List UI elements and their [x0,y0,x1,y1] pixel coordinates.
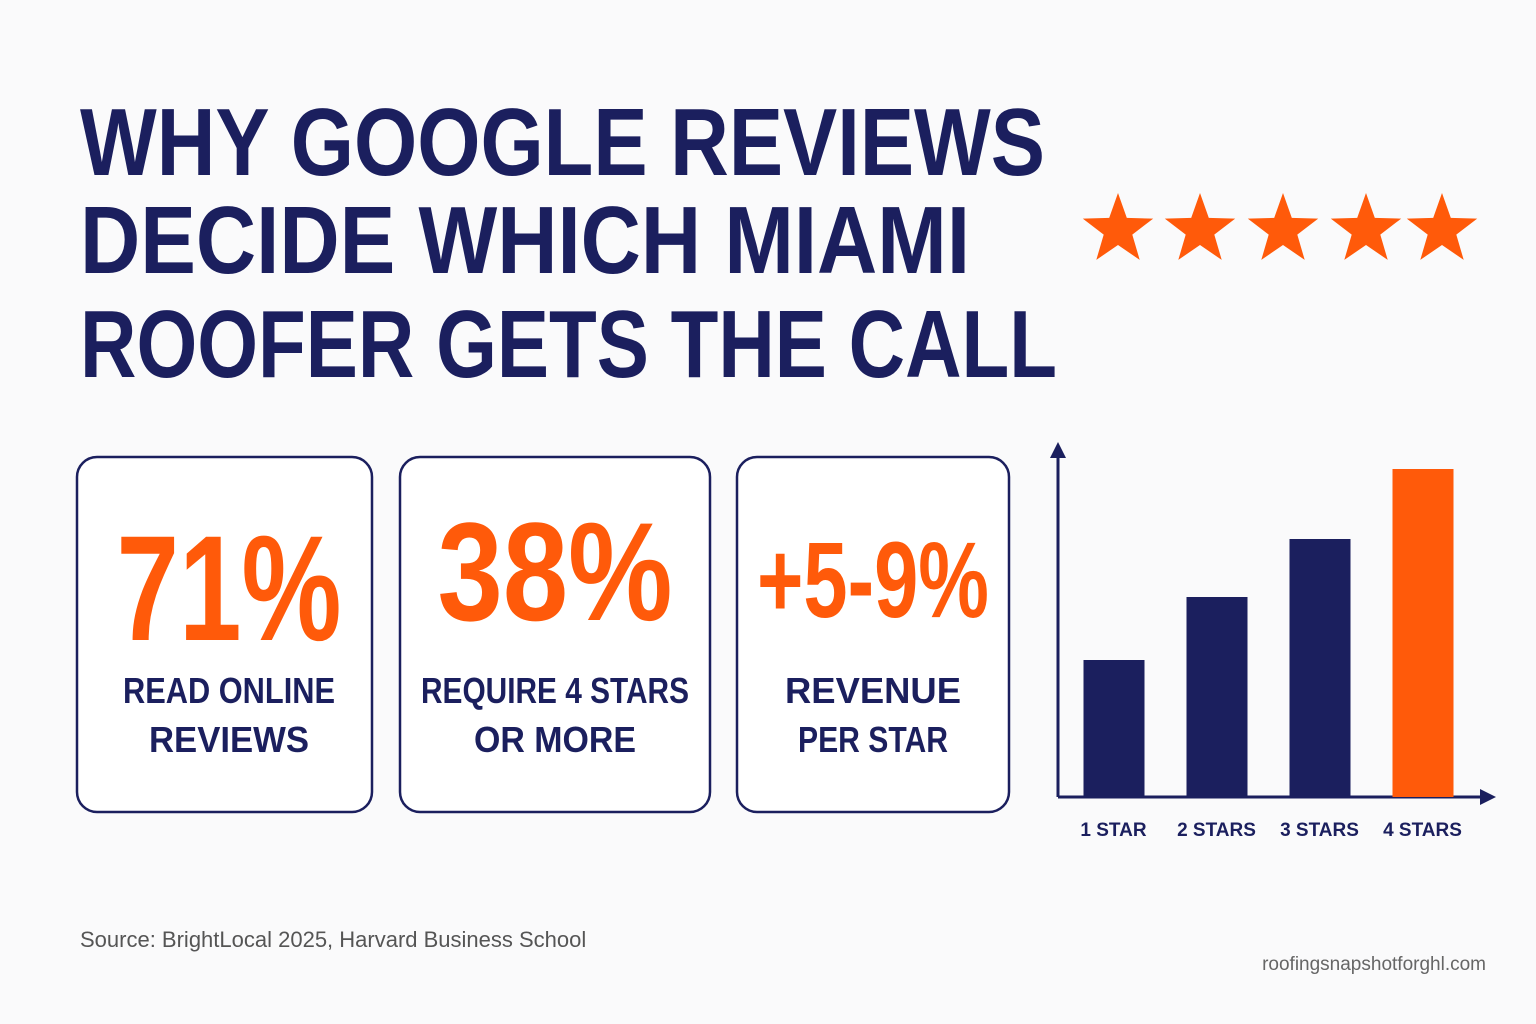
x-tick-label: 4 STARS [1383,820,1462,841]
x-tick-label: 1 STAR [1080,820,1146,841]
x-axis-arrow [1480,789,1496,805]
star [1406,193,1478,260]
rating-stars [1082,193,1478,260]
stat-card [735,455,1011,814]
stat-value: 38% [438,493,673,650]
star [1082,193,1154,260]
x-tick-label: 2 STARS [1177,820,1256,841]
source-note: Source: BrightLocal 2025, Harvard Busine… [80,927,586,952]
title-line: DECIDE WHICH MIAMI [80,187,970,294]
y-axis-arrow [1050,442,1066,458]
x-tick-label: 3 STARS [1280,820,1359,841]
stat-label: REVENUE [785,670,961,711]
star [1247,193,1319,260]
stat-value: +5-9% [757,519,989,640]
stat-label: REQUIRE 4 STARS [421,670,689,711]
stat-label: READ ONLINE [123,670,335,711]
bar [1392,469,1454,797]
stat-card [398,455,712,814]
stat-card [75,455,374,814]
bar [1083,660,1145,797]
stat-label: PER STAR [798,719,948,760]
bar [1289,539,1351,797]
stat-label: OR MORE [474,719,636,760]
title-line: ROOFER GETS THE CALL [80,291,1057,398]
bar [1186,597,1248,797]
stat-value: 71% [117,504,342,672]
star [1164,193,1236,260]
website: roofingsnapshotforghl.com [1262,954,1486,975]
stat-label: REVIEWS [149,719,309,760]
star [1330,193,1402,260]
title-line: WHY GOOGLE REVIEWS [80,89,1045,196]
